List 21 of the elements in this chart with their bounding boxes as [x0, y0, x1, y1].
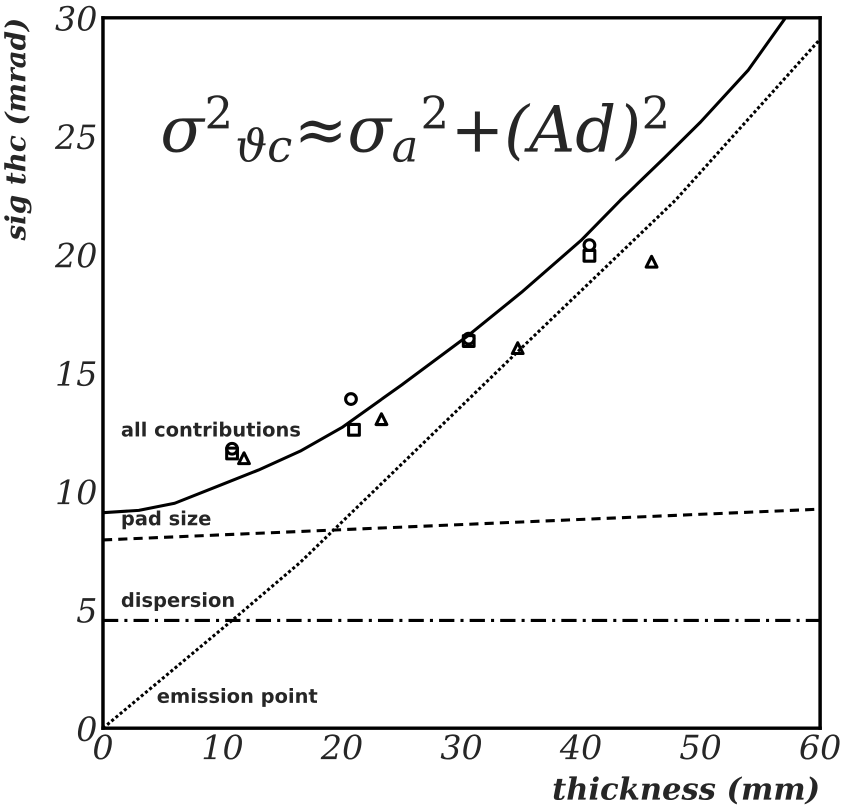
x-tick-label: 60 — [800, 734, 840, 760]
x-tick-label: 10 — [204, 734, 242, 760]
y-tick-label: 25 — [54, 124, 96, 150]
y-tick-label: 10 — [57, 479, 96, 505]
x-tick-label: 0 — [94, 734, 112, 760]
y-axis-title: sig thc (mrad) — [4, 20, 32, 240]
x-tick-label: 30 — [440, 734, 482, 760]
annotation: pad size — [122, 510, 210, 530]
y-tick-label: 5 — [76, 598, 96, 623]
x-tick-label: 50 — [680, 734, 720, 760]
x-tick-label: 40 — [560, 734, 601, 760]
annotation: emission point — [158, 688, 318, 707]
y-tick-label: 30 — [55, 6, 96, 31]
annotation: dispersion — [122, 592, 234, 611]
annotation: σ$^{2}$$_{ϑc}$≈σ$_{a}$$^{2}$+(Ad)$^{2}$ — [163, 95, 666, 162]
x-axis-title: thickness (mm) — [554, 776, 818, 804]
y-tick-label: 0 — [78, 716, 96, 742]
y-tick-label: 15 — [57, 360, 96, 386]
x-tick-label: 20 — [320, 734, 362, 760]
annotation: all contributions — [122, 422, 300, 437]
y-tick-label: 20 — [54, 242, 96, 268]
